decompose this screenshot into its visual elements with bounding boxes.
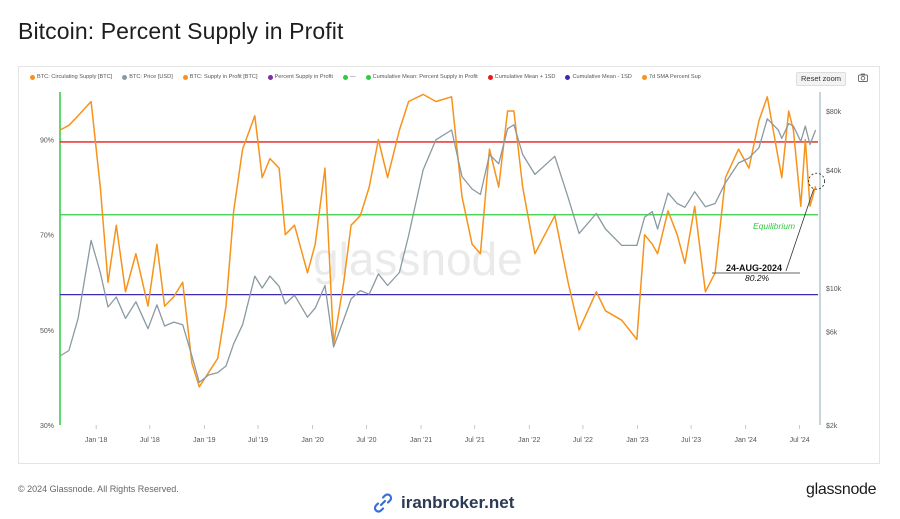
legend-label: — bbox=[349, 74, 356, 80]
legend-label: BTC: Supply in Profit [BTC] bbox=[189, 74, 258, 80]
equilibrium-label: Equilibrium bbox=[753, 221, 795, 231]
y-left-tick-label: 30% bbox=[40, 423, 54, 430]
legend-swatch bbox=[342, 74, 348, 80]
legend-swatch bbox=[641, 74, 647, 80]
footer-site[interactable]: iranbroker.net bbox=[372, 492, 514, 514]
chart-legend: BTC: Circulating Supply [BTC] BTC: Price … bbox=[30, 71, 800, 83]
legend-swatch bbox=[182, 74, 188, 80]
btc-price-line bbox=[59, 118, 817, 384]
y-left-tick-label: 90% bbox=[40, 138, 54, 145]
legend-label: BTC: Circulating Supply [BTC] bbox=[37, 74, 113, 80]
x-tick-label: Jul '18 bbox=[140, 437, 160, 444]
y-right-tick-label: $2k bbox=[826, 423, 838, 430]
y-right-tick-label: $40k bbox=[826, 168, 842, 175]
footer-copyright: © 2024 Glassnode. All Rights Reserved. bbox=[18, 484, 179, 494]
legend-swatch bbox=[565, 74, 571, 80]
x-tick-label: Jul '23 bbox=[681, 437, 701, 444]
brand-logo: glassnode bbox=[806, 481, 877, 498]
legend-item[interactable]: 7d SMA Percent Sup bbox=[641, 74, 701, 80]
legend-item[interactable]: — bbox=[342, 74, 356, 80]
y-left-tick-label: 70% bbox=[40, 233, 54, 240]
legend-swatch bbox=[267, 74, 273, 80]
chart-frame bbox=[18, 66, 880, 464]
legend-item[interactable]: BTC: Circulating Supply [BTC] bbox=[30, 74, 112, 80]
legend-label: Cumulative Mean - 1SD bbox=[572, 74, 632, 80]
x-tick-label: Jul '24 bbox=[790, 437, 810, 444]
percent-supply-line bbox=[59, 93, 817, 388]
legend-swatch bbox=[122, 74, 128, 80]
legend-item[interactable]: BTC: Supply in Profit [BTC] bbox=[182, 74, 258, 80]
x-tick-label: Jan '20 bbox=[301, 437, 323, 444]
legend-label: BTC: Price [USD] bbox=[129, 74, 173, 80]
x-tick-label: Jan '23 bbox=[626, 437, 648, 444]
legend-item[interactable]: Percent Supply in Profit bbox=[267, 74, 333, 80]
y-right-tick-label: $6k bbox=[826, 329, 838, 336]
x-tick-label: Jan '19 bbox=[193, 437, 215, 444]
legend-label: Cumulative Mean: Percent Supply in Profi… bbox=[372, 74, 478, 80]
page-title: Bitcoin: Percent Supply in Profit bbox=[18, 18, 344, 44]
x-tick-label: Jan '21 bbox=[410, 437, 432, 444]
legend-item[interactable]: Cumulative Mean + 1SD bbox=[487, 74, 556, 80]
reset-zoom-button[interactable]: Reset zoom bbox=[796, 72, 846, 86]
legend-label: Cumulative Mean + 1SD bbox=[494, 74, 556, 80]
annotation-date: 24-AUG-2024 bbox=[726, 263, 782, 273]
camera-icon[interactable] bbox=[858, 73, 868, 82]
legend-item[interactable]: Cumulative Mean - 1SD bbox=[565, 74, 632, 80]
x-tick-label: Jul '22 bbox=[573, 437, 593, 444]
x-tick-label: Jan '18 bbox=[85, 437, 107, 444]
x-tick-label: Jul '20 bbox=[357, 437, 377, 444]
y-left-tick-label: 50% bbox=[40, 328, 54, 335]
footer-site-label: iranbroker.net bbox=[401, 493, 515, 512]
annotation-leader bbox=[785, 189, 815, 272]
y-right-tick-label: $10k bbox=[826, 286, 842, 293]
legend-swatch bbox=[487, 74, 493, 80]
annotation-value: 80.2% bbox=[745, 273, 770, 283]
legend-swatch bbox=[365, 74, 371, 80]
legend-label: 7d SMA Percent Sup bbox=[648, 74, 701, 80]
x-tick-label: Jul '21 bbox=[465, 437, 485, 444]
legend-item[interactable]: BTC: Price [USD] bbox=[122, 74, 173, 80]
legend-label: Percent Supply in Profit bbox=[274, 74, 333, 80]
annotation-circle bbox=[808, 172, 826, 190]
x-tick-label: Jan '22 bbox=[518, 437, 540, 444]
x-tick-label: Jan '24 bbox=[734, 437, 756, 444]
legend-item[interactable]: Cumulative Mean: Percent Supply in Profi… bbox=[365, 74, 478, 80]
y-right-tick-label: $80k bbox=[826, 109, 842, 116]
link-icon bbox=[373, 493, 393, 513]
legend-swatch bbox=[30, 74, 35, 80]
x-tick-label: Jul '19 bbox=[248, 437, 268, 444]
